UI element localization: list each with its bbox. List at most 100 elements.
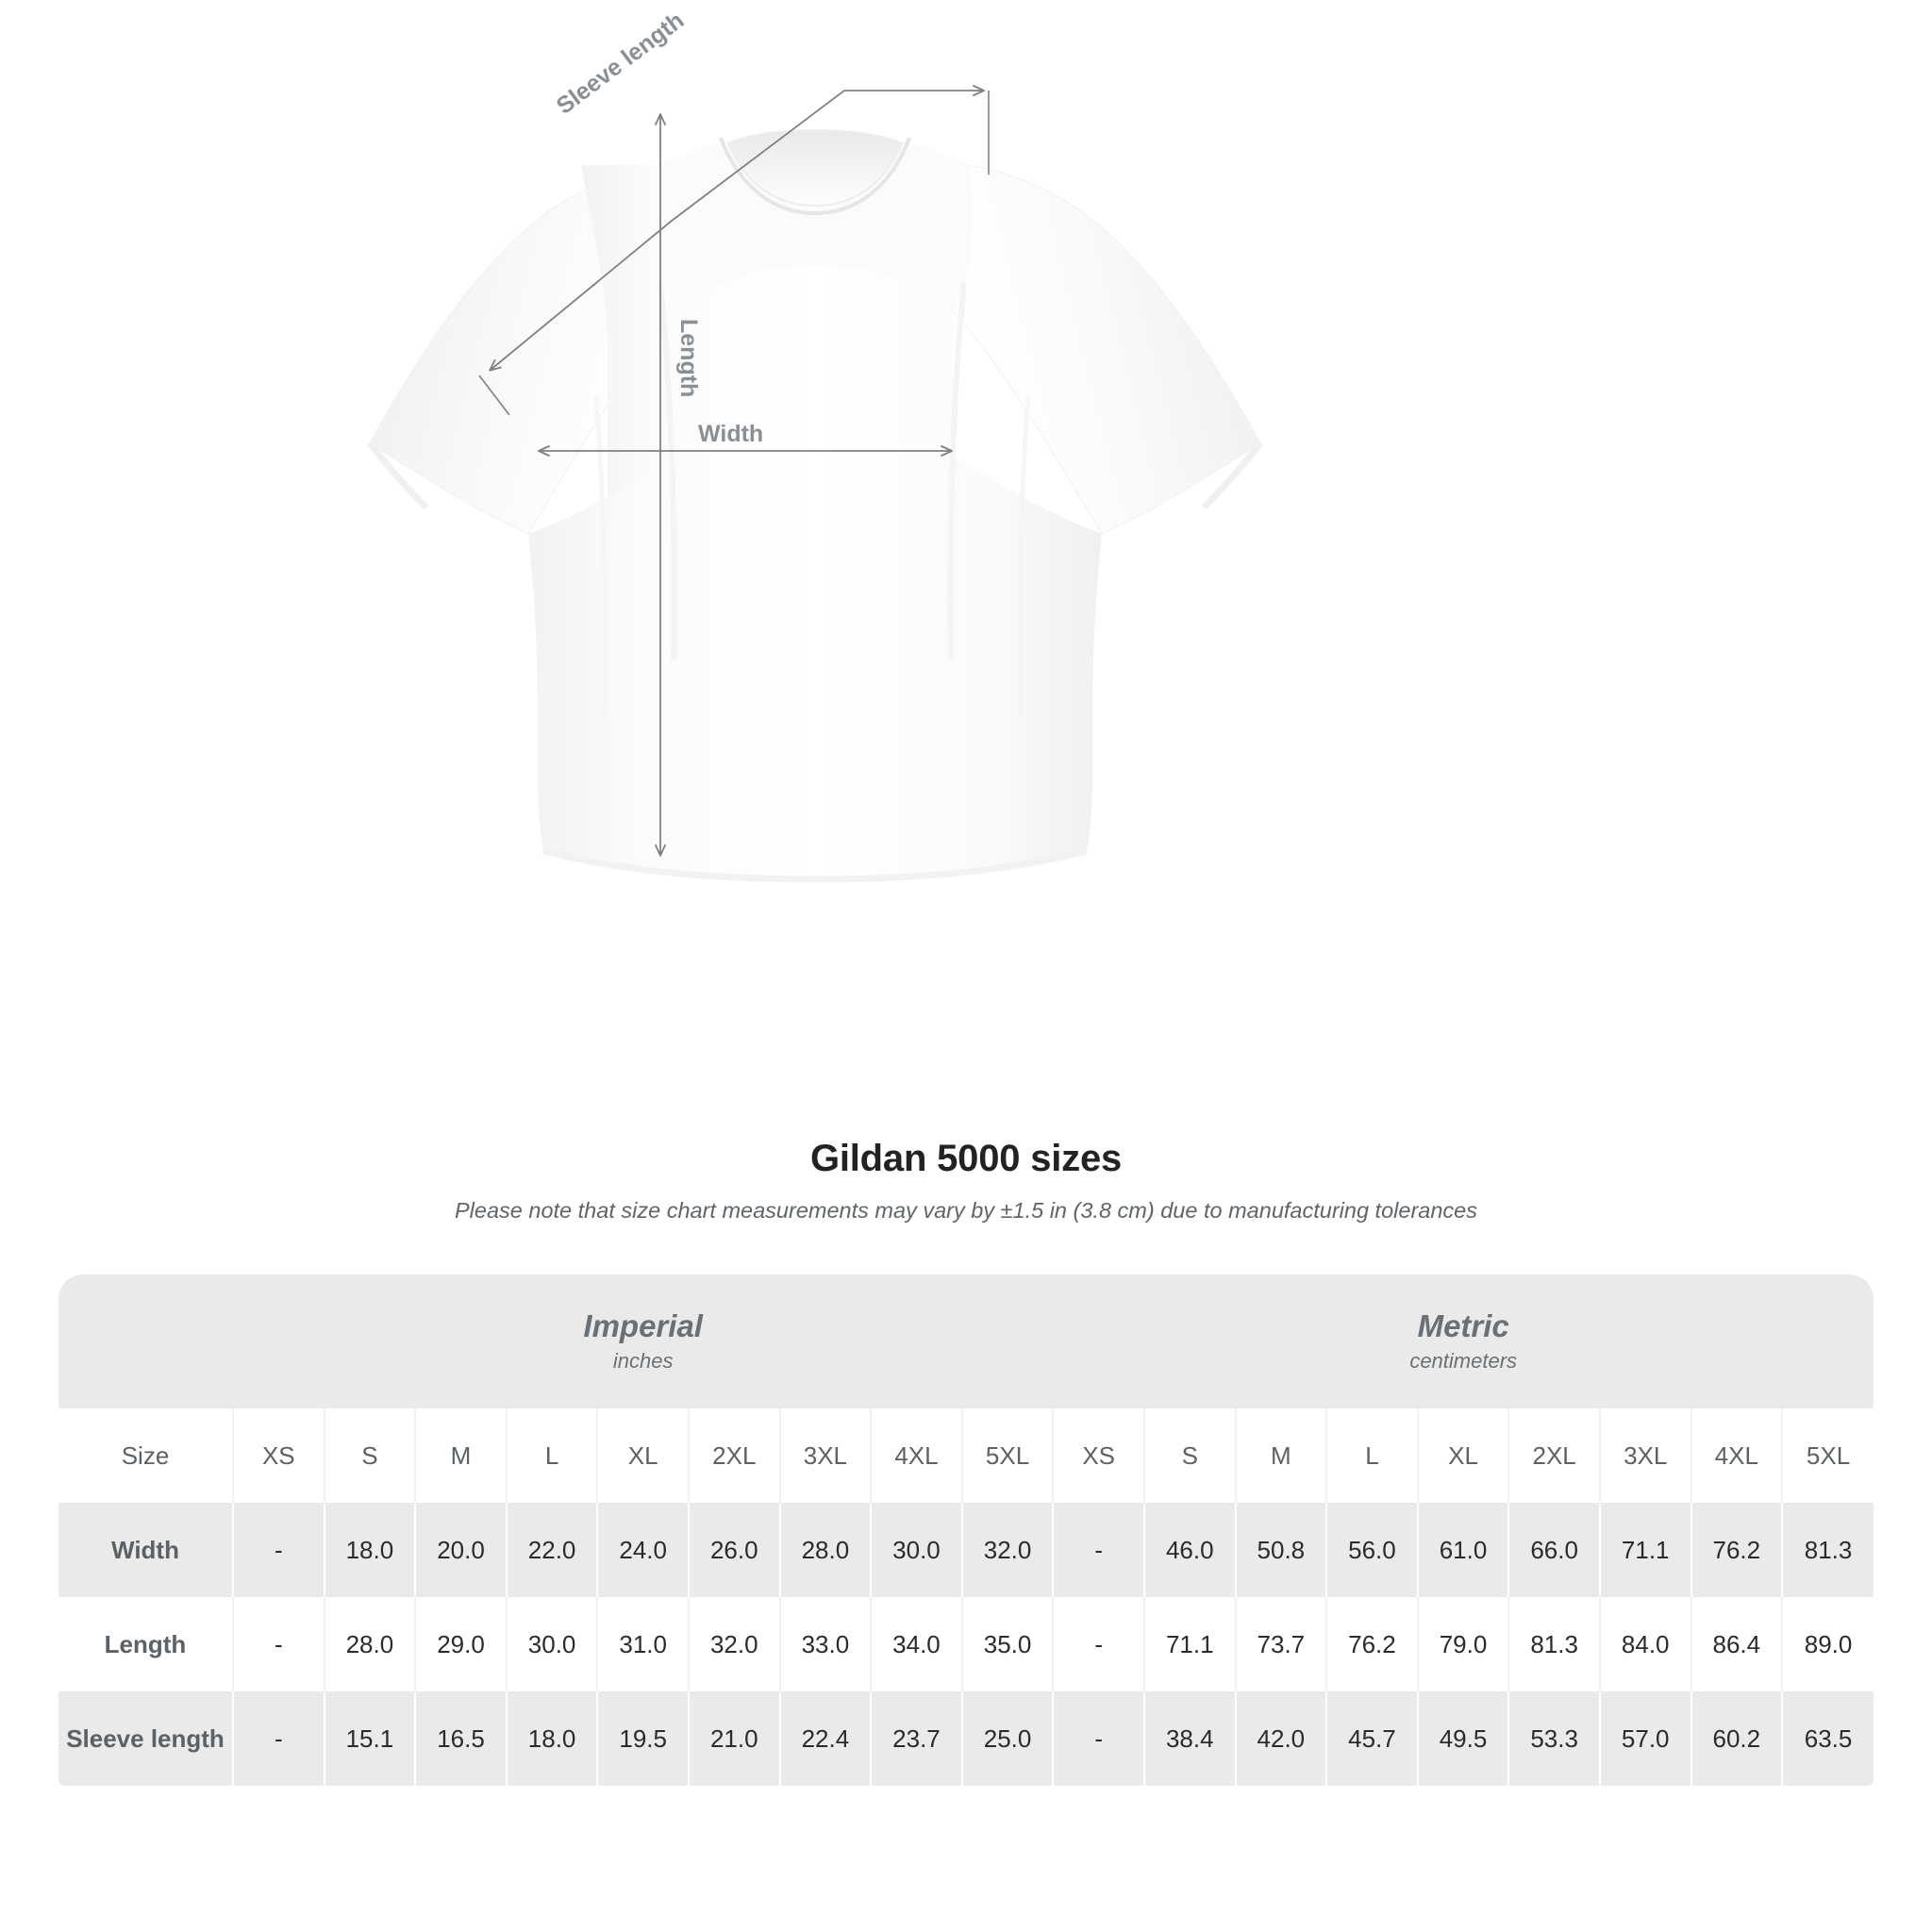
cell-length-metric-5xl: 89.0 <box>1782 1597 1874 1691</box>
cell-sleeve-metric-3xl: 57.0 <box>1599 1691 1692 1786</box>
cell-sleeve-imperial-5xl: 25.0 <box>961 1691 1055 1786</box>
size-header-metric-5xl: 5XL <box>1782 1408 1874 1503</box>
cell-length-imperial-xs: - <box>233 1597 325 1691</box>
cell-width-imperial-xl: 24.0 <box>597 1503 690 1597</box>
size-header-imperial-m: M <box>415 1408 508 1503</box>
cell-sleeve-imperial-xl: 19.5 <box>597 1691 690 1786</box>
unit-sub-imperial: inches <box>612 1349 674 1374</box>
size-header-metric-l: L <box>1326 1408 1419 1503</box>
cell-length-metric-4xl: 86.4 <box>1690 1597 1784 1691</box>
cell-sleeve-metric-xl: 49.5 <box>1417 1691 1510 1786</box>
sleeve-length-label: Sleeve length <box>552 7 690 119</box>
cell-length-metric-3xl: 84.0 <box>1599 1597 1692 1691</box>
row-label-length: Length <box>58 1597 235 1691</box>
cell-width-imperial-xs: - <box>233 1503 325 1597</box>
size-header-metric-xl: XL <box>1417 1408 1510 1503</box>
size-header-imperial-4xl: 4XL <box>871 1408 963 1503</box>
cell-width-imperial-5xl: 32.0 <box>961 1503 1055 1597</box>
cell-length-metric-2xl: 81.3 <box>1508 1597 1601 1691</box>
cell-sleeve-imperial-m: 16.5 <box>415 1691 508 1786</box>
size-header-metric-3xl: 3XL <box>1599 1408 1692 1503</box>
row-label-width: Width <box>58 1503 235 1597</box>
cell-length-metric-s: 71.1 <box>1143 1597 1237 1691</box>
size-table-container: Imperial inches Metric centimeters Size … <box>58 1274 1874 1786</box>
cell-length-imperial-m: 29.0 <box>415 1597 508 1691</box>
size-header-imperial-5xl: 5XL <box>961 1408 1055 1503</box>
cell-width-metric-xs: - <box>1053 1503 1145 1597</box>
cell-sleeve-metric-l: 45.7 <box>1326 1691 1419 1786</box>
cell-length-imperial-5xl: 35.0 <box>961 1597 1055 1691</box>
unit-header-row: Imperial inches Metric centimeters <box>58 1274 1874 1408</box>
table-row: Length - 28.0 29.0 30.0 31.0 32.0 33.0 3… <box>58 1597 1874 1691</box>
cell-width-imperial-4xl: 30.0 <box>871 1503 963 1597</box>
cell-length-metric-m: 73.7 <box>1235 1597 1328 1691</box>
width-label: Width <box>698 421 763 447</box>
size-header-metric-2xl: 2XL <box>1508 1408 1601 1503</box>
cell-width-imperial-s: 18.0 <box>324 1503 417 1597</box>
cell-sleeve-metric-2xl: 53.3 <box>1508 1691 1601 1786</box>
tshirt-diagram: Sleeve length Length Width <box>367 7 1263 883</box>
size-header-metric-4xl: 4XL <box>1690 1408 1784 1503</box>
cell-length-metric-l: 76.2 <box>1326 1597 1419 1691</box>
size-header-imperial-2xl: 2XL <box>688 1408 781 1503</box>
cell-length-imperial-xl: 31.0 <box>597 1597 690 1691</box>
size-header-metric-s: S <box>1143 1408 1237 1503</box>
cell-sleeve-metric-s: 38.4 <box>1143 1691 1237 1786</box>
cell-sleeve-imperial-4xl: 23.7 <box>871 1691 963 1786</box>
size-header-imperial-xl: XL <box>597 1408 690 1503</box>
table-row: Width - 18.0 20.0 22.0 24.0 26.0 28.0 30… <box>58 1503 1874 1597</box>
measurement-annotations <box>478 85 990 857</box>
cell-length-imperial-s: 28.0 <box>324 1597 417 1691</box>
cell-sleeve-metric-m: 42.0 <box>1235 1691 1328 1786</box>
sleeve-length-dimension <box>478 85 990 416</box>
table-row: Sleeve length - 15.1 16.5 18.0 19.5 21.0… <box>58 1691 1874 1786</box>
unit-cell-metric: Metric centimeters <box>1053 1274 1874 1408</box>
size-header-imperial-xs: XS <box>233 1408 325 1503</box>
cell-sleeve-imperial-l: 18.0 <box>506 1691 599 1786</box>
size-header-imperial-l: L <box>506 1408 599 1503</box>
unit-sub-metric: centimeters <box>1409 1349 1518 1374</box>
row-label-sleeve-length: Sleeve length <box>58 1691 235 1786</box>
cell-width-metric-xl: 61.0 <box>1417 1503 1510 1597</box>
unit-name-imperial: Imperial <box>583 1307 703 1343</box>
cell-length-imperial-l: 30.0 <box>506 1597 599 1691</box>
cell-width-imperial-m: 20.0 <box>415 1503 508 1597</box>
cell-length-metric-xs: - <box>1053 1597 1145 1691</box>
size-table: Imperial inches Metric centimeters Size … <box>58 1274 1874 1786</box>
cell-width-metric-m: 50.8 <box>1235 1503 1328 1597</box>
length-label: Length <box>675 319 702 397</box>
size-header-metric-xs: XS <box>1053 1408 1145 1503</box>
cell-width-metric-l: 56.0 <box>1326 1503 1419 1597</box>
size-header-row: Size XS S M L XL 2XL 3XL 4XL 5XL XS S M … <box>58 1408 1874 1503</box>
cell-width-metric-2xl: 66.0 <box>1508 1503 1601 1597</box>
cell-sleeve-imperial-2xl: 21.0 <box>688 1691 781 1786</box>
cell-length-imperial-4xl: 34.0 <box>871 1597 963 1691</box>
size-header-label: Size <box>58 1408 235 1503</box>
size-header-imperial-3xl: 3XL <box>779 1408 873 1503</box>
cell-sleeve-metric-5xl: 63.5 <box>1782 1691 1874 1786</box>
cell-sleeve-imperial-s: 15.1 <box>324 1691 417 1786</box>
cell-sleeve-imperial-xs: - <box>233 1691 325 1786</box>
page-title: Gildan 5000 sizes <box>809 1138 1123 1179</box>
cell-width-imperial-l: 22.0 <box>506 1503 599 1597</box>
cell-width-metric-5xl: 81.3 <box>1782 1503 1874 1597</box>
cell-width-metric-s: 46.0 <box>1143 1503 1237 1597</box>
cell-sleeve-metric-4xl: 60.2 <box>1690 1691 1784 1786</box>
cell-width-metric-3xl: 71.1 <box>1599 1503 1692 1597</box>
cell-width-metric-4xl: 76.2 <box>1690 1503 1784 1597</box>
cell-length-imperial-2xl: 32.0 <box>688 1597 781 1691</box>
title-block: Gildan 5000 sizes Please note that size … <box>0 1137 1932 1224</box>
tshirt-garment <box>367 128 1263 883</box>
size-header-imperial-s: S <box>324 1408 417 1503</box>
tolerance-note: Please note that size chart measurements… <box>455 1198 1477 1223</box>
cell-width-imperial-3xl: 28.0 <box>779 1503 873 1597</box>
cell-sleeve-imperial-3xl: 22.4 <box>779 1691 873 1786</box>
cell-width-imperial-2xl: 26.0 <box>688 1503 781 1597</box>
size-header-metric-m: M <box>1235 1408 1328 1503</box>
unit-name-metric: Metric <box>1417 1307 1509 1343</box>
cell-length-metric-xl: 79.0 <box>1417 1597 1510 1691</box>
unit-spacer-cell <box>58 1274 234 1408</box>
cell-length-imperial-3xl: 33.0 <box>779 1597 873 1691</box>
cell-sleeve-metric-xs: - <box>1053 1691 1145 1786</box>
